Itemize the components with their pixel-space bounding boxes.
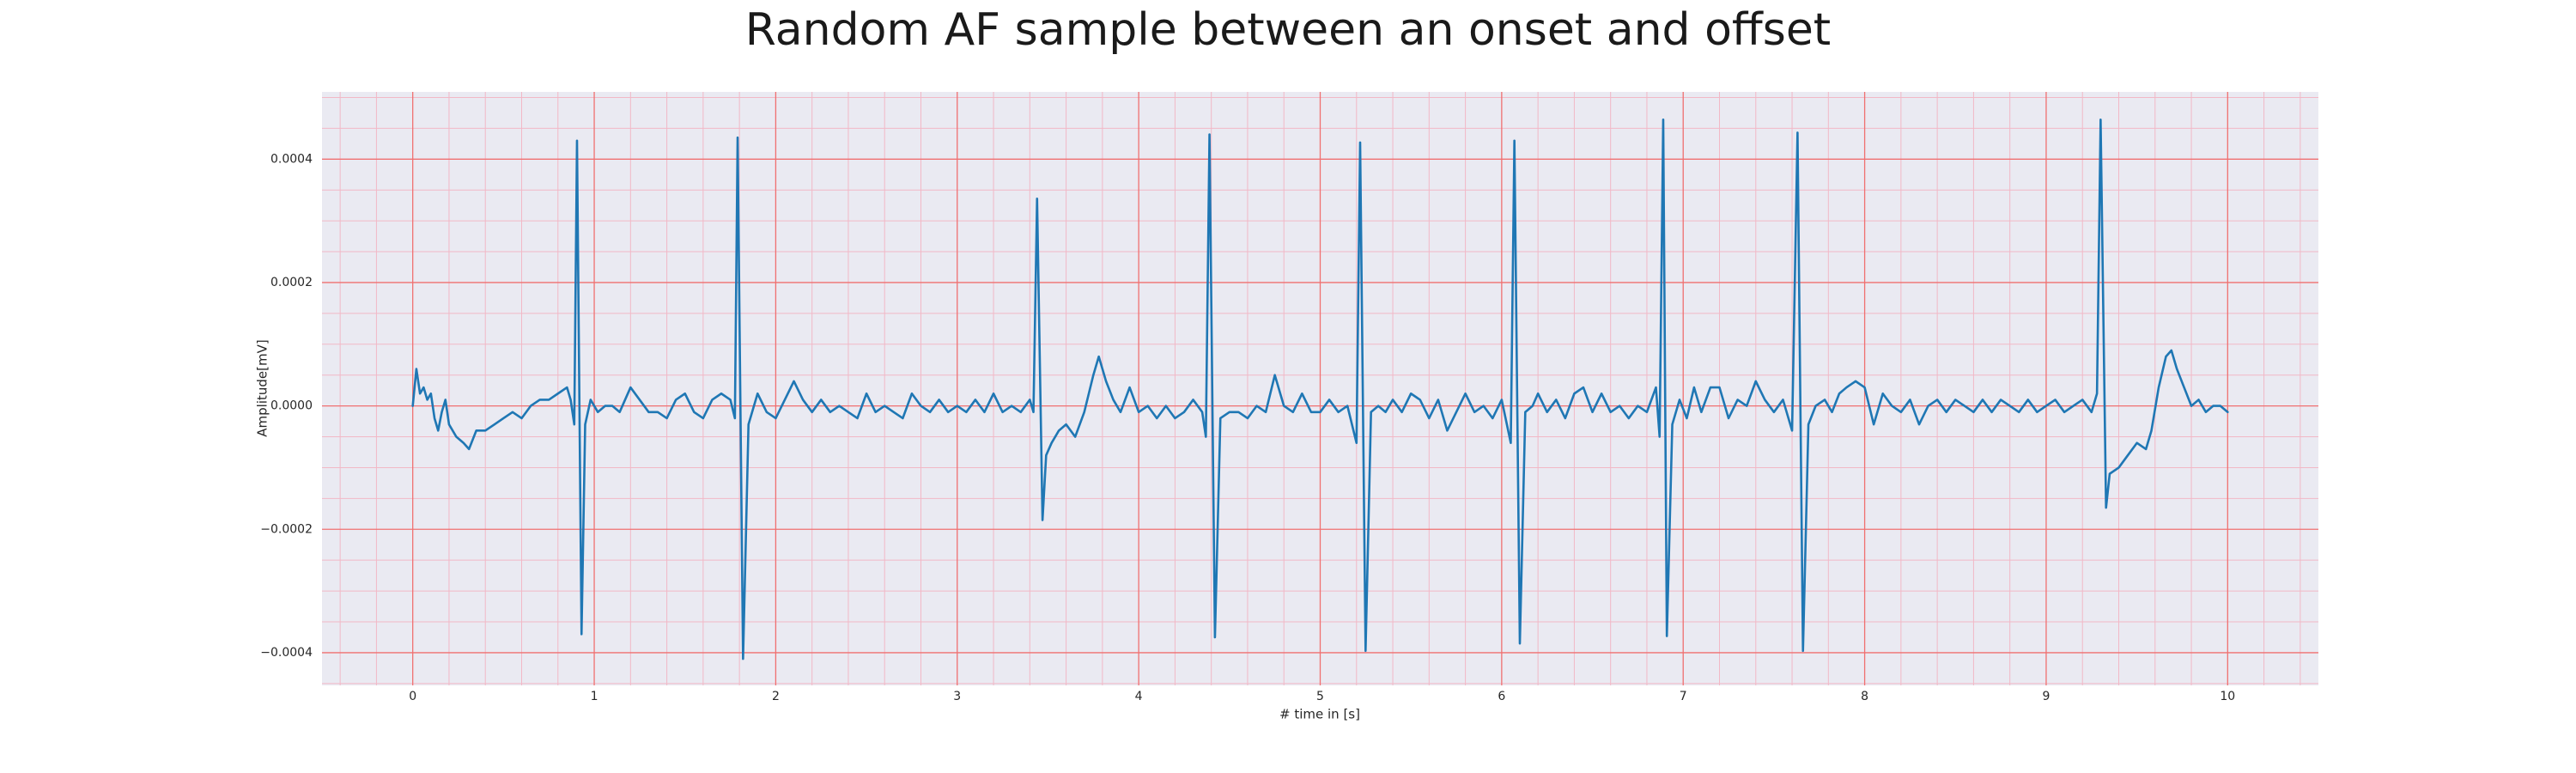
y-tick-label: 0.0004: [270, 152, 313, 166]
x-tick-label: 1: [591, 690, 598, 703]
x-tick-label: 7: [1680, 690, 1687, 703]
x-tick-label: 10: [2220, 690, 2235, 703]
y-tick-label: −0.0002: [260, 522, 313, 536]
x-tick-label: 6: [1498, 690, 1505, 703]
x-tick-label: 3: [953, 690, 961, 703]
x-tick-label: 2: [772, 690, 780, 703]
y-tick-label: 0.0002: [270, 276, 313, 289]
y-axis-label: Amplitude[mV]: [255, 339, 270, 436]
x-tick-label: 5: [1316, 690, 1324, 703]
marks: [411, 119, 2229, 660]
y-tick-label: −0.0004: [260, 646, 313, 660]
x-tick-label: 8: [1861, 690, 1868, 703]
y-tick-label: 0.0000: [270, 399, 313, 413]
x-tick-label: 9: [2042, 690, 2050, 703]
chart-title: Random AF sample between an onset and of…: [745, 4, 1831, 56]
signal-line: [411, 119, 2229, 660]
x-axis-label: # time in [s]: [1279, 707, 1360, 722]
x-tick-label: 0: [409, 690, 416, 703]
x-tick-label: 4: [1135, 690, 1143, 703]
